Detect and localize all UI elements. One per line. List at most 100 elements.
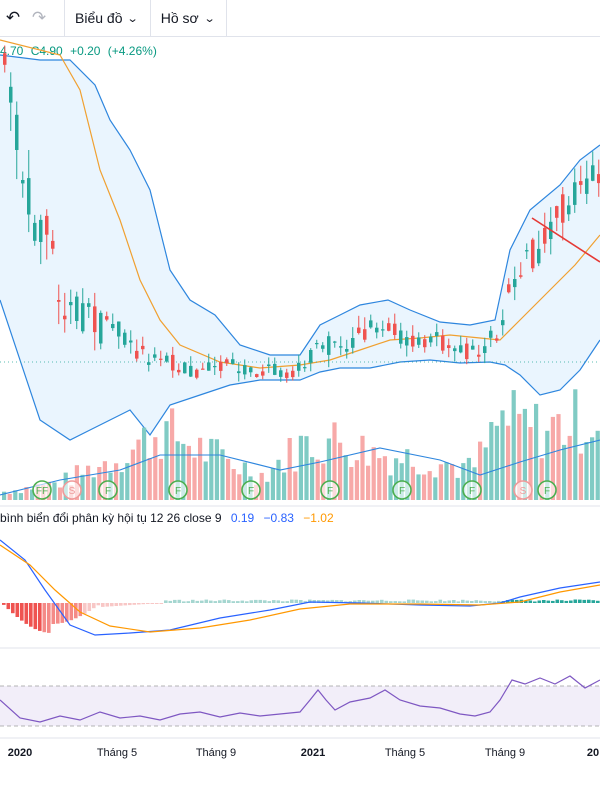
event-badge-circle[interactable]: [537, 480, 557, 500]
event-badge-circle[interactable]: [392, 480, 412, 500]
candlestick: [291, 366, 295, 381]
candlestick: [93, 292, 97, 351]
event-badge-circle[interactable]: [98, 480, 118, 500]
macd-histogram-bar: [83, 603, 87, 614]
candle-body: [435, 332, 439, 336]
volume-bar: [433, 477, 438, 500]
volume-bar: [511, 390, 516, 500]
candle-body: [111, 324, 115, 329]
volume-bar: [550, 416, 555, 500]
event-badge-circle[interactable]: [168, 480, 188, 500]
candlestick: [15, 101, 19, 180]
event-badge-circle[interactable]: [241, 480, 261, 500]
macd-histogram-bar: [182, 601, 186, 603]
volume-bar: [321, 463, 326, 500]
candle-body: [525, 250, 529, 252]
macd-histogram-bar: [15, 603, 20, 617]
volume-bar: [18, 493, 23, 500]
event-badge-circle[interactable]: [513, 480, 533, 500]
event-badge-circle[interactable]: [320, 480, 340, 500]
event-badge[interactable]: F: [392, 480, 412, 500]
time-axis-label: 2020: [8, 747, 32, 759]
candle-body: [447, 345, 451, 348]
volume-bar: [181, 443, 186, 500]
candlestick: [501, 309, 505, 336]
candle-body: [87, 303, 91, 307]
volume-bar: [562, 444, 567, 500]
volume-ma-line: [0, 439, 600, 496]
macd-histogram-bar: [524, 600, 528, 603]
macd-histogram-bar: [42, 603, 47, 633]
macd-histogram-bar: [209, 600, 213, 603]
volume-bar: [500, 410, 505, 500]
macd-histogram-bar: [465, 600, 470, 603]
candlestick: [525, 243, 529, 259]
macd-histogram-bar: [168, 600, 173, 603]
volume-bar: [494, 425, 499, 500]
candlestick: [69, 289, 73, 324]
candlestick: [441, 329, 445, 354]
event-badge[interactable]: FF: [32, 480, 52, 500]
candlestick: [573, 168, 577, 213]
macd-histogram-bar: [461, 599, 465, 603]
macd-histogram-bar: [578, 599, 582, 603]
undo-icon[interactable]: ↶: [5, 8, 21, 27]
candle-body: [405, 337, 409, 346]
candle-body: [231, 359, 235, 364]
candle-body: [453, 348, 457, 352]
event-badge-label: S: [520, 486, 527, 497]
candle-body: [141, 345, 145, 350]
candlestick: [399, 322, 403, 349]
macd-histogram-bar: [263, 600, 267, 603]
macd-histogram-bar: [402, 601, 407, 603]
redo-icon[interactable]: ↷: [31, 8, 47, 27]
event-badge-circle[interactable]: [462, 480, 482, 500]
candle-body: [21, 180, 25, 184]
event-badge[interactable]: S: [513, 480, 533, 500]
event-badge[interactable]: F: [537, 480, 557, 500]
volume-bar: [343, 455, 348, 500]
volume-bar: [80, 474, 85, 500]
ohlc-close: C4.90: [30, 44, 63, 58]
candle-body: [261, 371, 265, 376]
macd-histogram-bar: [6, 603, 11, 610]
profile-menu-button[interactable]: Hồ sơ ⌄: [151, 0, 226, 36]
macd-histogram-bar: [303, 601, 308, 603]
event-badge[interactable]: F: [462, 480, 482, 500]
volume-bar: [388, 475, 393, 500]
volume-bar: [466, 457, 471, 500]
event-badge[interactable]: F: [98, 480, 118, 500]
macd-histogram-bar: [470, 601, 474, 603]
volume-bar: [590, 437, 595, 500]
macd-histogram-bar: [38, 603, 42, 631]
volume-bar: [242, 462, 247, 500]
volume-bar: [2, 491, 7, 500]
volume-bar: [125, 463, 130, 500]
candlestick: [225, 357, 229, 366]
candlestick: [381, 320, 385, 337]
candle-body: [441, 335, 445, 351]
event-badge[interactable]: F: [320, 480, 340, 500]
event-badge-label: F: [248, 486, 254, 497]
macd-histogram-bar: [362, 600, 366, 603]
event-badge[interactable]: F: [168, 480, 188, 500]
volume-bar: [567, 435, 572, 500]
candlestick: [459, 335, 463, 354]
macd-histogram-bar: [479, 600, 483, 603]
candlestick: [471, 339, 475, 350]
event-badges[interactable]: FF S F F F F F F S F: [32, 480, 557, 500]
event-badge[interactable]: F: [241, 480, 261, 500]
rsi-pane: [0, 647, 600, 727]
event-badge[interactable]: S: [62, 480, 82, 500]
event-badge-circle[interactable]: [32, 480, 52, 500]
macd-histogram-bar: [11, 603, 15, 614]
event-badge-circle[interactable]: [62, 480, 82, 500]
macd-histogram-bar: [285, 601, 290, 603]
chart-menu-button[interactable]: Biểu đồ ⌄: [65, 0, 150, 36]
candlestick: [561, 187, 565, 241]
macd-histogram-bar: [128, 603, 132, 606]
macd-histogram-bar: [249, 600, 254, 603]
volume-bar: [545, 430, 550, 500]
volume-bar: [326, 438, 331, 500]
